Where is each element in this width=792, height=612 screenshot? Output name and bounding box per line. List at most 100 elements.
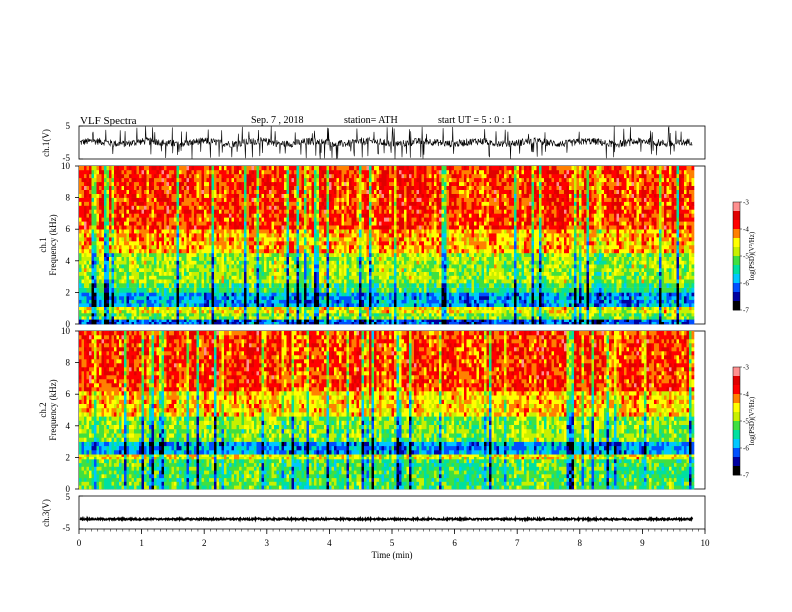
spectrogram-cell bbox=[281, 169, 285, 175]
spectrogram-cell bbox=[319, 233, 322, 238]
spectrogram-cell bbox=[271, 303, 275, 307]
spectrogram-cell bbox=[144, 267, 147, 272]
spectrogram-cell bbox=[261, 217, 265, 222]
spectrogram-cell bbox=[346, 193, 350, 198]
spectrogram-cell bbox=[274, 177, 277, 183]
spectrogram-cell bbox=[321, 221, 325, 226]
spectrogram-cell bbox=[99, 173, 102, 179]
spectrogram-cell bbox=[161, 306, 165, 311]
spectrogram-cell bbox=[331, 237, 335, 242]
spectrogram-cell bbox=[214, 173, 217, 179]
spectrogram-cell bbox=[204, 177, 207, 183]
spectrogram-cell bbox=[106, 321, 110, 325]
spectrogram-cell bbox=[174, 181, 177, 186]
spectrogram-cell bbox=[209, 217, 212, 222]
spectrogram-cell bbox=[289, 252, 292, 257]
spectrogram-cell bbox=[239, 205, 242, 210]
spectrogram-cell bbox=[349, 321, 352, 325]
spectrogram-cell bbox=[256, 319, 260, 322]
spectrogram-cell bbox=[161, 299, 165, 304]
spectrogram-cell bbox=[196, 185, 200, 190]
spectrogram-cell bbox=[81, 282, 85, 288]
spectrogram-cell bbox=[354, 177, 357, 183]
spectrogram-cell bbox=[121, 181, 125, 186]
spectrogram-cell bbox=[94, 237, 97, 242]
spectrogram-cell bbox=[124, 185, 127, 190]
spectrogram-cell bbox=[326, 197, 330, 202]
spectrogram-cell bbox=[216, 260, 220, 265]
spectrogram-cell bbox=[81, 189, 85, 194]
spectrogram-cell bbox=[239, 306, 242, 311]
spectrogram-cell bbox=[346, 275, 350, 280]
spectrogram-cell bbox=[329, 181, 332, 186]
spectrogram-cell bbox=[354, 248, 357, 254]
spectrogram-cell bbox=[154, 241, 157, 246]
spectrogram-cell bbox=[86, 248, 90, 254]
spectrogram-cell bbox=[279, 321, 282, 325]
spectrogram-cell bbox=[186, 264, 190, 269]
spectrogram-cell bbox=[374, 287, 377, 293]
spectrogram-cell bbox=[231, 217, 235, 222]
spectrogram-cell bbox=[261, 245, 265, 250]
spectrogram-cell bbox=[129, 217, 132, 222]
spectrogram-cell bbox=[281, 189, 285, 194]
spectrogram-cell bbox=[361, 309, 365, 314]
spectrogram-cell bbox=[364, 321, 367, 325]
spectrogram-cell bbox=[369, 193, 372, 198]
spectrogram-cell bbox=[161, 264, 165, 269]
spectrogram-cell bbox=[96, 221, 100, 226]
spectrogram-cell bbox=[214, 260, 217, 265]
spectrogram-cell bbox=[361, 185, 365, 190]
spectrogram-cell bbox=[226, 181, 230, 186]
spectrogram-cell bbox=[126, 213, 130, 218]
spectrogram-cell bbox=[186, 193, 190, 198]
spectrogram-cell bbox=[104, 205, 107, 210]
spectrogram-cell bbox=[256, 256, 260, 261]
spectrogram-cell bbox=[331, 287, 335, 293]
spectrogram-cell bbox=[339, 299, 342, 304]
spectrogram-cell bbox=[91, 271, 95, 276]
spectrogram-cell bbox=[296, 256, 300, 261]
spectrogram-cell bbox=[311, 296, 315, 300]
spectrogram-cell bbox=[369, 237, 372, 242]
spectrogram-cell bbox=[161, 296, 165, 300]
spectrogram-cell bbox=[181, 260, 185, 265]
spectrogram-cell bbox=[329, 299, 332, 304]
spectrogram-cell bbox=[139, 303, 142, 307]
ch1-ytick-top: 5 bbox=[66, 121, 71, 131]
spectrogram-cell bbox=[209, 241, 212, 246]
spectrogram-cell bbox=[181, 279, 185, 284]
spectrogram-cell bbox=[196, 316, 200, 320]
spectrogram-cell bbox=[199, 282, 202, 288]
spectrogram-cell bbox=[206, 321, 210, 325]
spectrogram-cell bbox=[184, 205, 187, 210]
spectrogram-cell bbox=[206, 260, 210, 265]
spectrogram-cell bbox=[284, 316, 287, 320]
spectrogram-cell bbox=[104, 229, 107, 234]
spectrogram-cell bbox=[304, 201, 307, 206]
spectrogram-cell bbox=[101, 303, 105, 307]
spectrogram-cell bbox=[281, 209, 285, 214]
spectrogram-cell bbox=[226, 221, 230, 226]
spectrogram-cell bbox=[146, 166, 150, 171]
spectrogram-cell bbox=[254, 303, 257, 307]
spectrogram-cell bbox=[366, 306, 370, 311]
spectrogram-cell bbox=[89, 189, 92, 194]
spectrogram-cell bbox=[351, 217, 355, 222]
spectrogram-cell bbox=[104, 319, 107, 322]
spectrogram-cell bbox=[314, 267, 317, 272]
spectrogram-cell bbox=[99, 292, 102, 297]
spectrogram-cell bbox=[299, 201, 302, 206]
spectrogram-cell bbox=[304, 312, 307, 317]
spectrogram-cell bbox=[189, 181, 192, 186]
spectrogram-cell bbox=[79, 306, 82, 311]
spectrogram-cell bbox=[81, 267, 85, 272]
spectrogram-cell bbox=[239, 275, 242, 280]
spectrogram-cell bbox=[286, 245, 290, 250]
spectrogram-cell bbox=[291, 237, 295, 242]
spectrogram-cell bbox=[106, 312, 110, 317]
spectrogram-cell bbox=[174, 213, 177, 218]
spectrogram-cell bbox=[266, 209, 270, 214]
spectrogram-cell bbox=[96, 312, 100, 317]
spectrogram-cell bbox=[144, 299, 147, 304]
